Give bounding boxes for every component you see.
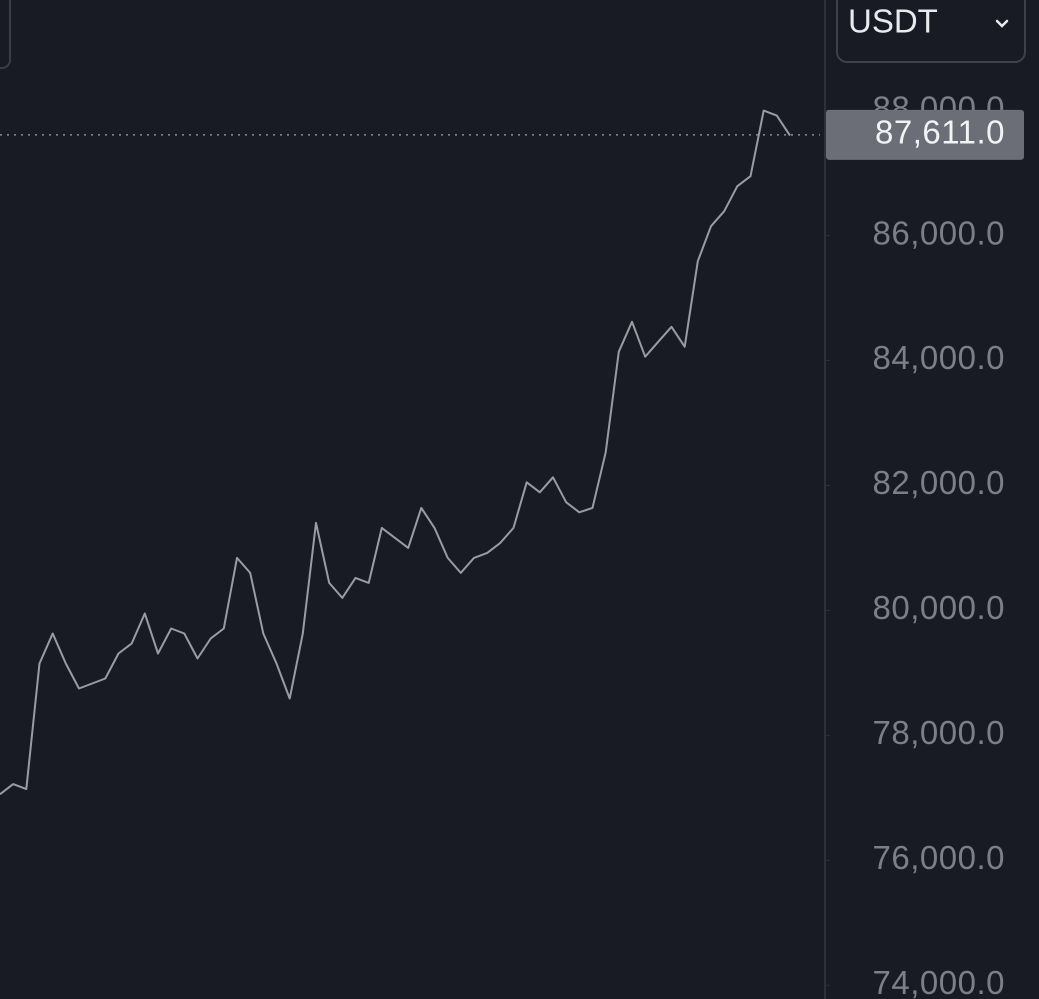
y-tick-label: 86,000.0 [873,214,1005,251]
y-tick-label: 76,000.0 [873,839,1005,876]
chevron-icon[interactable] [995,19,1009,28]
select-box[interactable] [836,0,1026,63]
price-line [0,109,791,795]
y-tick-label: 74,000.0 [873,964,1005,999]
y-tick-label: 84,000.0 [873,339,1005,376]
currency-select[interactable]: USDT [836,0,1026,63]
last-price-label: 87,611.0 [875,114,1005,151]
y-tick-label: 80,000.0 [873,589,1005,626]
last-price-badge [826,109,1024,160]
select-label[interactable]: USDT [848,3,938,40]
y-tick-label: 78,000.0 [873,714,1005,751]
toolbar-edge [0,0,11,69]
y-tick-label: 82,000.0 [873,464,1005,501]
